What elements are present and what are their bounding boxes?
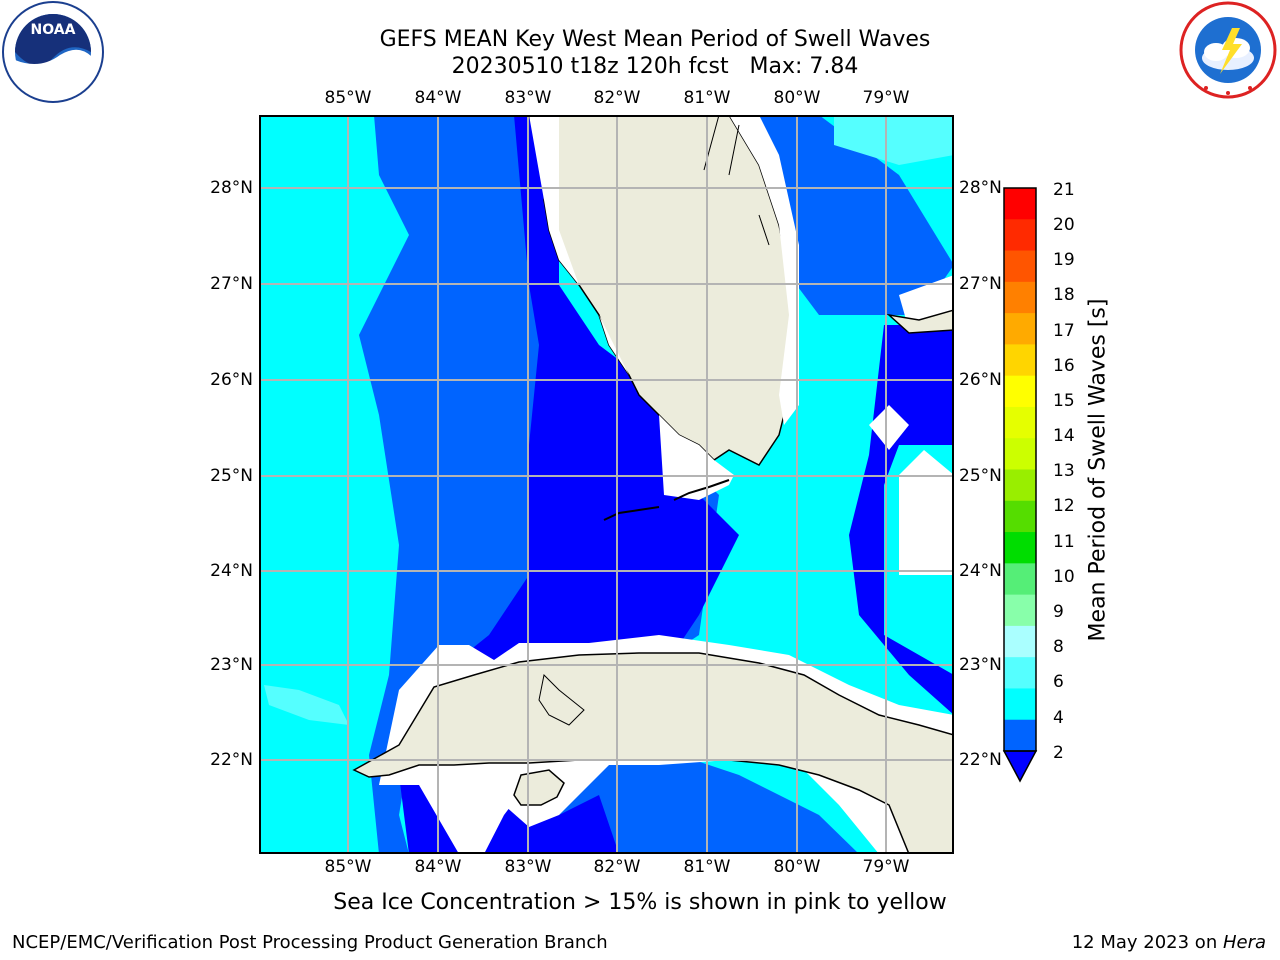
colorbar-tick: 8	[1053, 637, 1064, 657]
colorbar-tick: 16	[1053, 356, 1075, 376]
colorbar-tick: 13	[1053, 461, 1075, 481]
cuba-land	[352, 652, 954, 854]
colorbar-segment	[1004, 625, 1036, 658]
colorbar-segment	[1004, 219, 1036, 252]
colorbar-tick: 18	[1053, 285, 1075, 305]
map-gridlines	[259, 115, 954, 854]
noaa-logo: NOAA	[0, 0, 106, 104]
lat-label-right: 26°N	[959, 370, 1002, 390]
colorbar-tick: 17	[1053, 321, 1075, 341]
no-data-region-florida-east	[729, 115, 799, 425]
colorbar-segment	[1004, 406, 1036, 439]
colorbar-extend-min	[1002, 750, 1038, 783]
colorbar-tick: 9	[1053, 602, 1064, 622]
colorbar-segment	[1004, 344, 1036, 377]
colorbar-segment	[1004, 188, 1036, 220]
colorbar-segment	[1004, 532, 1036, 564]
nws-logo	[1176, 0, 1280, 100]
colorbar-tick: 20	[1053, 215, 1075, 235]
chart-title: GEFS MEAN Key West Mean Period of Swell …	[379, 27, 931, 52]
swell-band-8-9	[264, 685, 349, 725]
colorbar-segment	[1004, 313, 1036, 345]
lon-label-top: 82°W	[593, 88, 641, 108]
noaa-logo-text: NOAA	[31, 22, 76, 38]
lat-label-right: 25°N	[959, 466, 1002, 486]
no-data-region-florida-west	[529, 115, 734, 500]
bahamas-land	[886, 309, 954, 334]
lat-label-left: 25°N	[210, 466, 253, 486]
colorbar-tick: 15	[1053, 391, 1075, 411]
colorbar-tick: 10	[1053, 567, 1075, 587]
lon-label-top: 85°W	[324, 88, 372, 108]
colorbar-tick: 12	[1053, 496, 1075, 516]
colorbar-label: Mean Period of Swell Waves [s]	[1085, 298, 1111, 642]
lon-label-bottom: 85°W	[324, 857, 372, 877]
colorbar-segment	[1004, 688, 1036, 721]
colorbar-tick: 19	[1053, 250, 1075, 270]
colorbar-tick: 6	[1053, 672, 1064, 692]
lon-label-bottom: 82°W	[593, 857, 641, 877]
colorbar-segment	[1004, 500, 1036, 533]
lat-label-left: 27°N	[210, 274, 253, 294]
lat-label-left: 26°N	[210, 370, 253, 390]
sea-ice-note: Sea Ice Concentration > 15% is shown in …	[333, 890, 947, 915]
colorbar-segment	[1004, 563, 1036, 596]
colorbar-segment	[1004, 657, 1036, 689]
lon-label-top: 79°W	[862, 88, 910, 108]
lon-label-bottom: 84°W	[414, 857, 462, 877]
colorbar-tick: 4	[1053, 708, 1064, 728]
lat-label-right: 27°N	[959, 274, 1002, 294]
lon-label-top: 83°W	[504, 88, 552, 108]
lon-label-bottom: 79°W	[862, 857, 910, 877]
colorbar-tick: 2	[1053, 743, 1064, 763]
lat-label-right: 24°N	[959, 561, 1002, 581]
date-text: 12 May 2023 on	[1071, 932, 1223, 953]
lon-label-top: 84°W	[414, 88, 462, 108]
lat-label-left: 22°N	[210, 750, 253, 770]
colorbar-segment	[1004, 438, 1036, 470]
host-name: Hera	[1222, 932, 1266, 953]
swell-band-4-6-east	[759, 115, 954, 315]
colorbar-tick: 11	[1053, 532, 1075, 552]
colorbar-segment	[1004, 281, 1036, 314]
colorbar-tick: 21	[1053, 180, 1075, 200]
lat-label-right: 22°N	[959, 750, 1002, 770]
lat-label-left: 28°N	[210, 178, 253, 198]
lon-label-top: 80°W	[773, 88, 821, 108]
colorbar-tick: 14	[1053, 426, 1075, 446]
colorbar-segment	[1004, 719, 1036, 752]
map-frame	[259, 115, 954, 854]
lon-label-bottom: 81°W	[683, 857, 731, 877]
lon-label-bottom: 80°W	[773, 857, 821, 877]
lon-label-bottom: 83°W	[504, 857, 552, 877]
swell-band-8-9-east	[834, 115, 954, 165]
colorbar-segment	[1004, 469, 1036, 502]
colorbar	[1002, 187, 1038, 783]
credit-text: NCEP/EMC/Verification Post Processing Pr…	[12, 932, 608, 953]
lat-label-left: 24°N	[210, 561, 253, 581]
colorbar-segment	[1004, 594, 1036, 627]
florida-keys	[603, 479, 730, 521]
colorbar-segment	[1004, 250, 1036, 283]
date-stamp: 12 May 2023 on Hera	[1072, 932, 1266, 953]
colorbar-segment	[1004, 375, 1036, 408]
no-data-region-andros	[899, 450, 954, 575]
lon-label-top: 81°W	[683, 88, 731, 108]
swell-band-2-4	[439, 115, 739, 735]
lat-label-left: 23°N	[210, 655, 253, 675]
lat-label-right: 28°N	[959, 178, 1002, 198]
chart-subtitle: 20230510 t18z 120h fcst Max: 7.84	[451, 54, 859, 79]
isla-juventud-land	[513, 769, 565, 806]
lat-label-right: 23°N	[959, 655, 1002, 675]
map-plot	[259, 115, 954, 854]
